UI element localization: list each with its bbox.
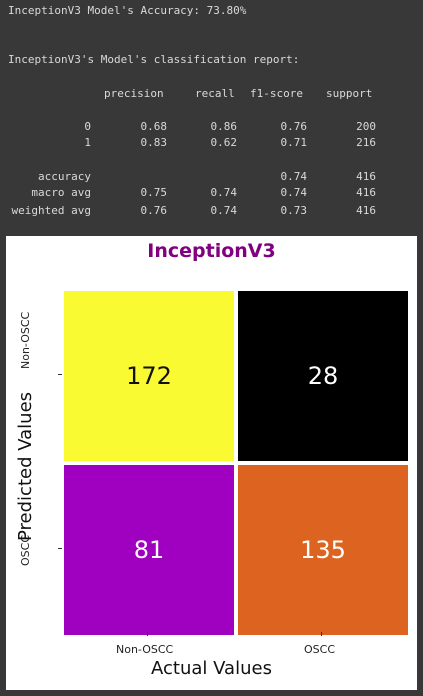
heatmap-cell-value: 81 — [133, 536, 165, 564]
confusion-matrix-figure: InceptionV3 172 28 81 135 Non-OSCC OSCC Non… — [6, 236, 417, 690]
summary-f1: 0.73 — [280, 204, 308, 217]
x-tick-mark — [147, 632, 148, 636]
heatmap-cell-value: 172 — [126, 362, 172, 390]
accuracy-line: InceptionV3 Model's Accuracy: 73.80% — [8, 4, 247, 17]
y-tick-mark — [58, 548, 62, 549]
y-tick-mark — [58, 374, 62, 375]
summary-f1: 0.74 — [280, 186, 308, 199]
row-precision: 0.68 — [140, 120, 168, 133]
summary-precision: 0.75 — [140, 186, 168, 199]
summary-recall: 0.74 — [210, 204, 238, 217]
summary-support: 416 — [356, 186, 376, 199]
heatmap-cell: 135 — [238, 465, 408, 635]
heatmap-cell-value: 135 — [300, 536, 346, 564]
summary-label: macro avg — [31, 186, 91, 199]
heatmap-cell: 28 — [238, 291, 408, 461]
x-tick-label: OSCC — [304, 643, 336, 656]
summary-f1: 0.74 — [280, 170, 308, 183]
heatmap-cell-value: 28 — [307, 362, 339, 390]
summary-precision: 0.76 — [140, 204, 168, 217]
y-tick-label: Non-OSCC — [19, 311, 32, 369]
row-support: 216 — [356, 136, 376, 149]
summary-support: 416 — [356, 204, 376, 217]
x-axis-label: Actual Values — [151, 658, 272, 679]
header-f1-score: f1-score — [250, 87, 303, 100]
chart-title: InceptionV3 — [147, 240, 276, 262]
heatmap-cell: 81 — [64, 465, 234, 635]
heatmap-cell: 172 — [64, 291, 234, 461]
x-tick-label: Non-OSCC — [116, 643, 174, 656]
x-tick-mark — [321, 632, 322, 636]
row-recall: 0.86 — [210, 120, 238, 133]
summary-recall: 0.74 — [210, 186, 238, 199]
row-label: 1 — [84, 136, 91, 149]
header-support: support — [326, 87, 373, 100]
row-f1: 0.71 — [280, 136, 308, 149]
report-title: InceptionV3's Model's classification rep… — [8, 53, 300, 66]
y-axis-label: Predicted Values — [15, 391, 36, 541]
row-recall: 0.62 — [210, 136, 238, 149]
summary-label: accuracy — [38, 170, 91, 183]
row-support: 200 — [356, 120, 376, 133]
header-precision: precision — [104, 87, 164, 100]
header-recall: recall — [195, 87, 235, 100]
summary-support: 416 — [356, 170, 376, 183]
row-label: 0 — [84, 120, 91, 133]
row-precision: 0.83 — [140, 136, 168, 149]
row-f1: 0.76 — [280, 120, 308, 133]
summary-label: weighted avg — [11, 204, 91, 217]
